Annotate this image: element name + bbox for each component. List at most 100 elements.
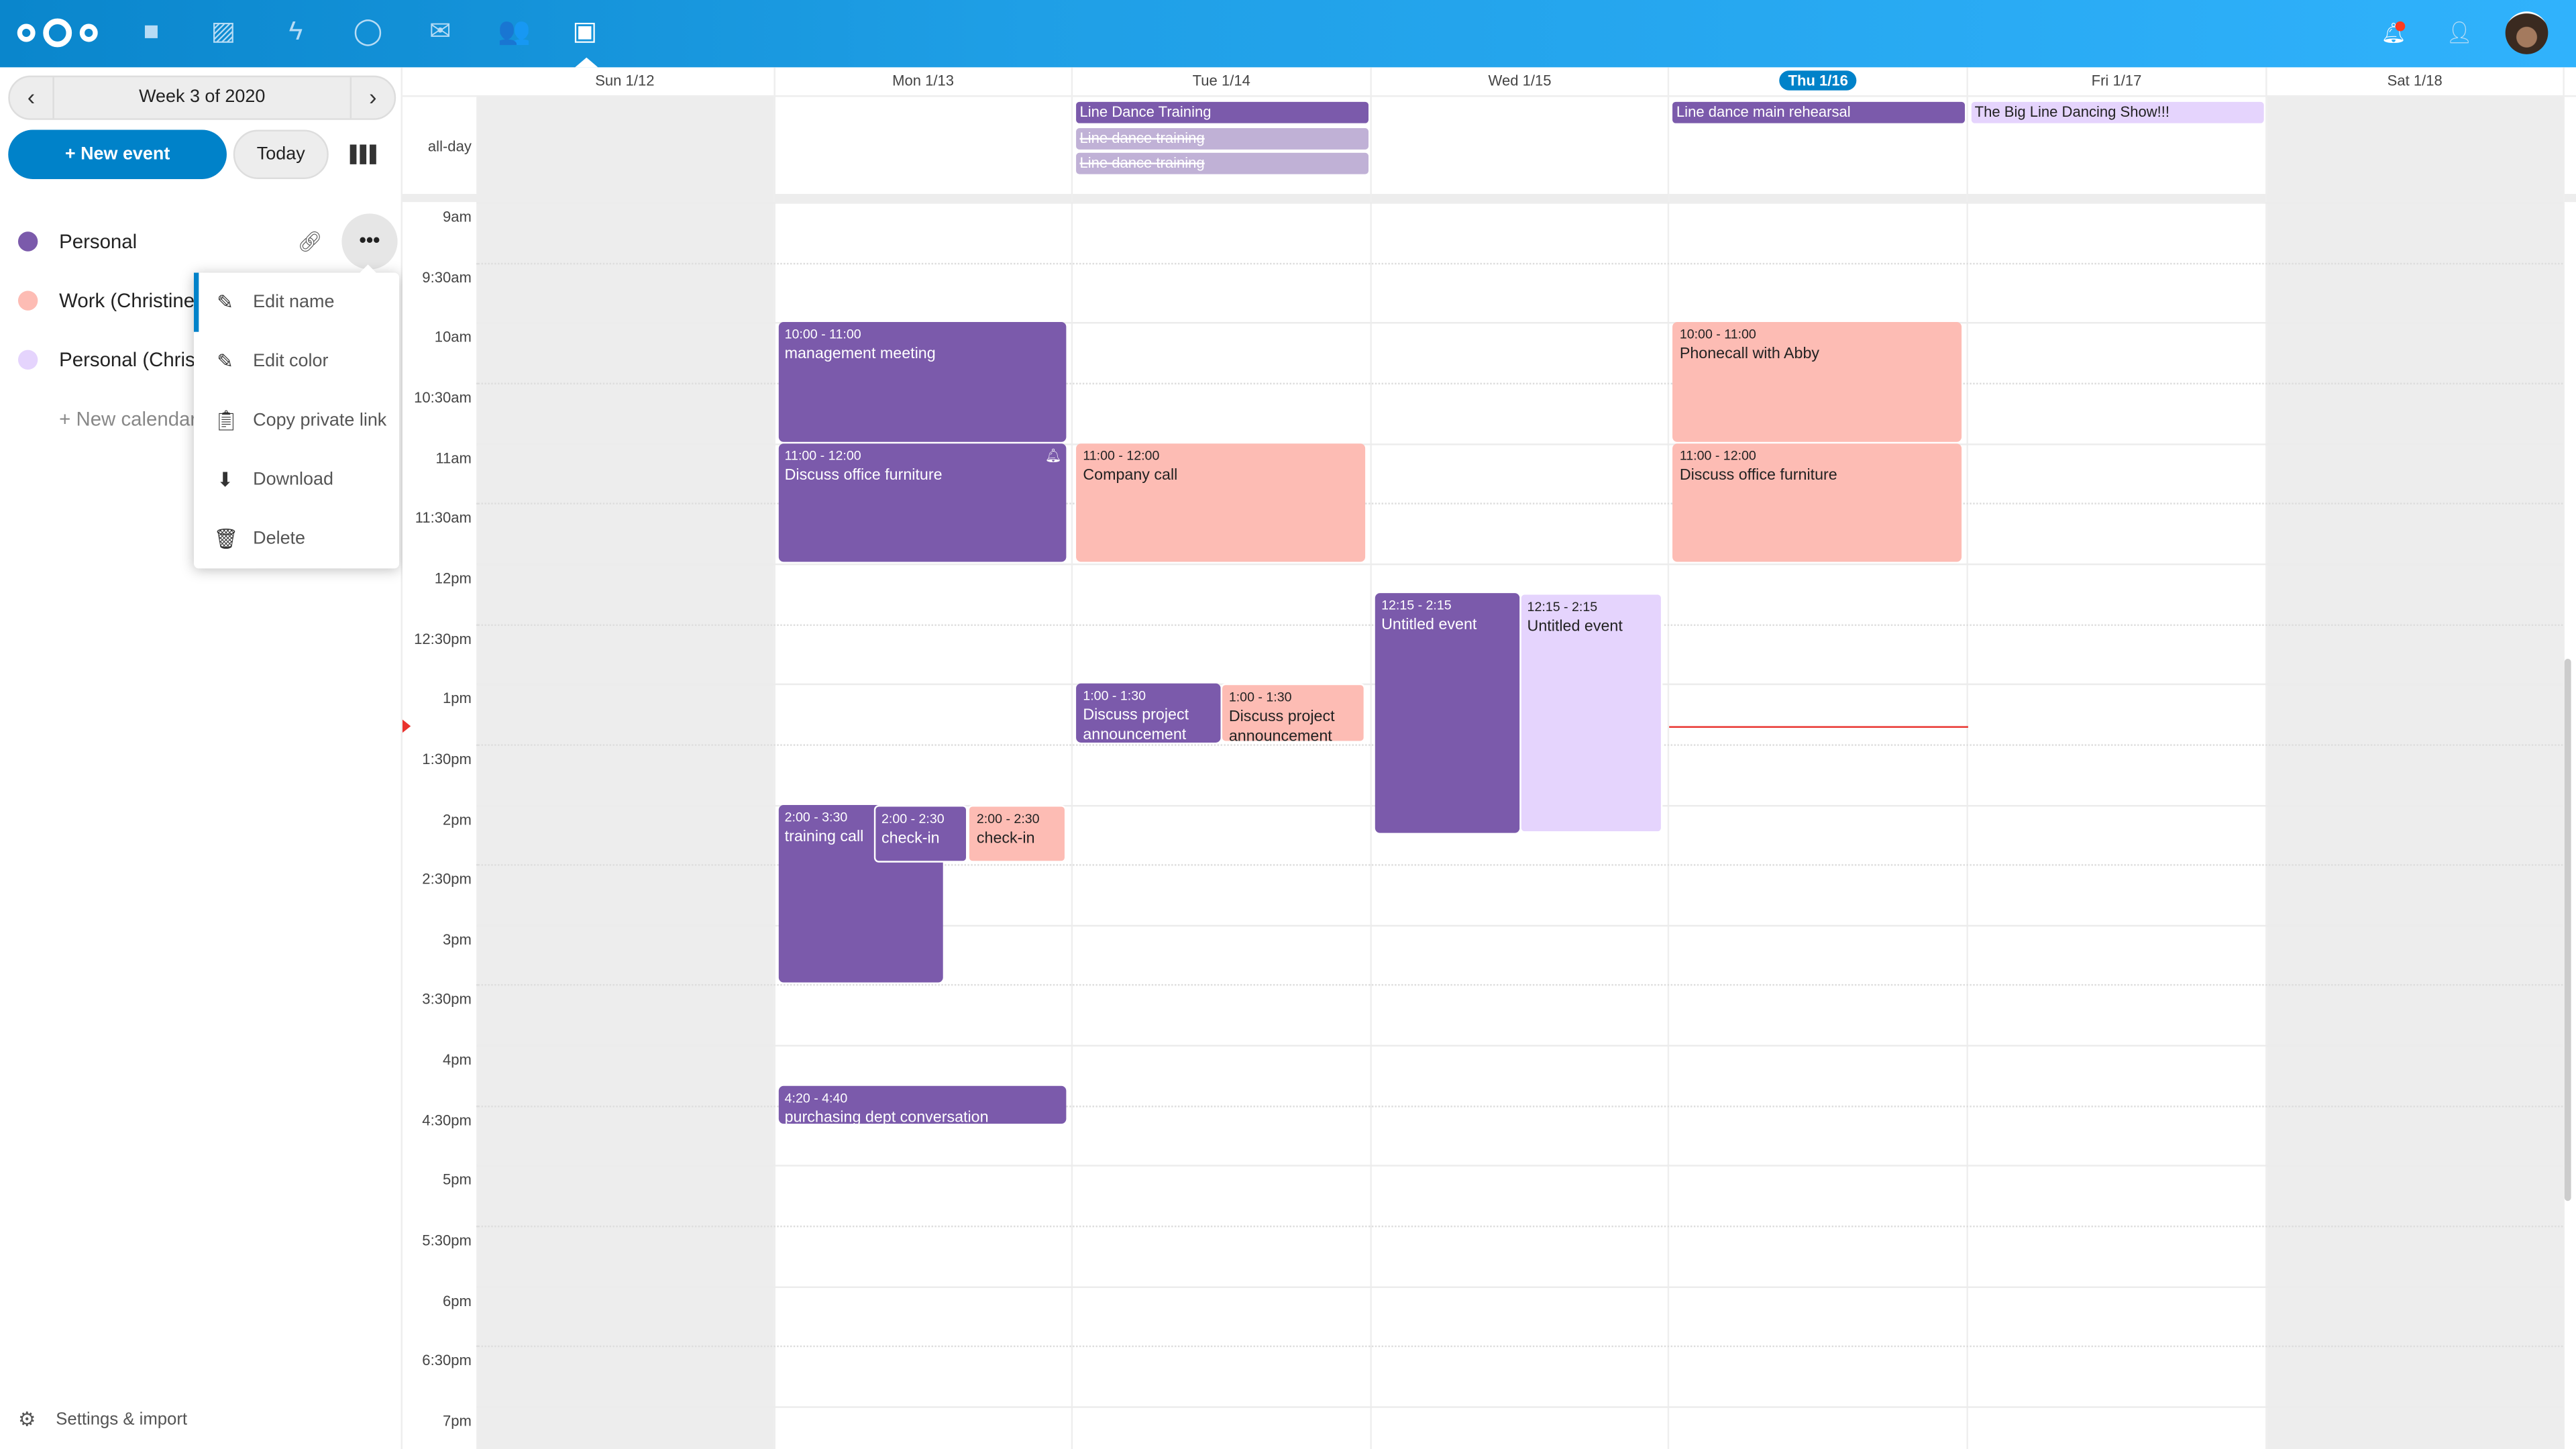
menu-label: Download bbox=[253, 470, 333, 490]
calendar-event[interactable]: 11:00 - 12:00 Company call bbox=[1076, 443, 1365, 562]
photos-icon[interactable]: ▨ bbox=[211, 17, 236, 46]
event-title: management meeting bbox=[784, 345, 936, 364]
event-title: Phonecall with Abby bbox=[1679, 345, 1820, 364]
event-time: 12:15 - 2:15 bbox=[1381, 598, 1452, 614]
scrollbar[interactable] bbox=[2564, 659, 2571, 1201]
day-column[interactable] bbox=[1670, 97, 1968, 1449]
mail-icon[interactable]: ✉ bbox=[429, 17, 451, 46]
day-column[interactable] bbox=[2266, 97, 2565, 1449]
grid-line bbox=[476, 443, 2563, 445]
allday-event[interactable]: Line dance training bbox=[1076, 127, 1368, 149]
activity-icon[interactable]: ϟ bbox=[288, 17, 303, 46]
calendar-event[interactable]: 10:00 - 11:00 Phonecall with Abby bbox=[1673, 322, 1962, 441]
day-column[interactable] bbox=[476, 97, 775, 1449]
day-column[interactable] bbox=[1968, 97, 2267, 1449]
calendar-item-work[interactable]: Work (Christine S bbox=[0, 271, 402, 330]
menu-focus-bar bbox=[193, 272, 199, 332]
new-calendar-button[interactable]: + New calendar bbox=[0, 389, 402, 448]
menu-label: Edit name bbox=[253, 292, 335, 313]
calendar-color-dot bbox=[17, 350, 38, 370]
grid-line bbox=[476, 1226, 2563, 1228]
clipboard-icon: 📋︎ bbox=[213, 409, 239, 433]
time-label: 11am bbox=[435, 449, 472, 466]
pencil-icon: ✎ bbox=[217, 350, 233, 373]
menu-item-edit-name[interactable]: ✎ Edit name bbox=[194, 273, 399, 332]
calendar-event[interactable]: 2:00 - 2:30 check-in bbox=[968, 804, 1067, 863]
today-button[interactable]: Today bbox=[233, 129, 329, 179]
event-time: 10:00 - 11:00 bbox=[784, 327, 861, 343]
current-time-marker bbox=[402, 719, 411, 733]
calendar-item-personal-shared[interactable]: Personal (Christi bbox=[0, 330, 402, 389]
grid-line bbox=[476, 1346, 2563, 1348]
week-label[interactable]: Week 3 of 2020 bbox=[139, 87, 266, 107]
time-label: 2pm bbox=[442, 810, 472, 828]
view-switcher-icon[interactable] bbox=[350, 144, 376, 164]
time-label: 3:30pm bbox=[422, 991, 472, 1008]
nextcloud-logo-icon[interactable] bbox=[16, 16, 98, 49]
menu-label: Copy private link bbox=[253, 411, 387, 431]
allday-divider bbox=[402, 193, 2576, 203]
calendar-event[interactable]: 10:00 - 11:00 management meeting bbox=[777, 322, 1067, 441]
grid-line bbox=[476, 864, 2563, 866]
current-time-line bbox=[1670, 726, 1968, 728]
day-header[interactable]: Mon 1/13 bbox=[775, 67, 1073, 96]
menu-label: Edit color bbox=[253, 352, 329, 372]
share-link-icon[interactable]: 🔗︎ bbox=[297, 229, 323, 254]
day-header[interactable]: Fri 1/17 bbox=[1968, 67, 2267, 96]
event-time: 2:00 - 2:30 bbox=[976, 810, 1040, 826]
contacts-menu-icon[interactable]: 👤︎ bbox=[2445, 19, 2473, 45]
event-time: 1:00 - 1:30 bbox=[1083, 688, 1146, 704]
new-event-button[interactable]: + New event bbox=[8, 129, 227, 179]
time-label: 10:30am bbox=[414, 389, 472, 406]
grid-line bbox=[476, 924, 2563, 926]
bell-icon: 🔔︎ bbox=[1044, 447, 1062, 463]
allday-event[interactable]: Line dance training bbox=[1076, 152, 1368, 174]
calendar-event[interactable]: 12:15 - 2:15 Untitled event bbox=[1519, 593, 1664, 833]
contacts-icon[interactable]: 👥 bbox=[498, 17, 531, 46]
calendar-event[interactable]: 11:00 - 12:00 Discuss office furniture 🔔︎ bbox=[777, 443, 1067, 562]
day-header[interactable]: Tue 1/14 bbox=[1073, 67, 1372, 96]
calendar-color-dot bbox=[17, 290, 38, 311]
more-actions-button[interactable]: ••• bbox=[341, 213, 398, 270]
day-column[interactable] bbox=[1073, 97, 1372, 1449]
time-label: 4:30pm bbox=[422, 1112, 472, 1128]
menu-item-delete[interactable]: 🗑︎ Delete bbox=[194, 509, 399, 568]
talk-icon[interactable]: ◯ bbox=[353, 17, 383, 46]
day-header[interactable]: Wed 1/15 bbox=[1371, 67, 1670, 96]
time-label: 4pm bbox=[442, 1051, 472, 1069]
day-header[interactable]: Sat 1/18 bbox=[2267, 67, 2565, 96]
calendar-item-personal[interactable]: Personal 🔗︎ ••• bbox=[0, 212, 402, 271]
calendar-event[interactable]: 2:00 - 2:30 check-in bbox=[873, 804, 969, 863]
day-column[interactable] bbox=[775, 97, 1073, 1449]
calendar-event[interactable]: 12:15 - 2:15 Untitled event bbox=[1375, 593, 1519, 833]
calendar-event[interactable]: 11:00 - 12:00 Discuss office furniture bbox=[1673, 443, 1962, 562]
files-icon[interactable]: ■ bbox=[143, 17, 160, 46]
day-column[interactable] bbox=[1371, 97, 1670, 1449]
allday-label: all-day bbox=[427, 138, 472, 155]
allday-event[interactable]: The Big Line Dancing Show!!! bbox=[1971, 101, 2263, 123]
day-header[interactable]: Thu 1/16 bbox=[1670, 67, 1968, 96]
event-title: Discuss office furniture bbox=[784, 466, 943, 484]
gear-icon[interactable]: ⚙ bbox=[17, 1407, 36, 1432]
settings-import-button[interactable]: Settings & import bbox=[56, 1409, 188, 1430]
event-time: 11:00 - 12:00 bbox=[1083, 447, 1160, 463]
calendar-icon[interactable]: ▣ bbox=[572, 17, 598, 46]
menu-item-download[interactable]: ⬇ Download bbox=[194, 450, 399, 509]
calendar-event[interactable]: 4:20 - 4:40 purchasing dept conversation bbox=[777, 1085, 1067, 1124]
time-label: 7pm bbox=[442, 1413, 472, 1430]
grid-line bbox=[476, 202, 2563, 204]
allday-event[interactable]: Line Dance Training bbox=[1076, 101, 1368, 123]
calendar-event[interactable]: 1:00 - 1:30 Discuss project announcement bbox=[1076, 684, 1221, 743]
calendar-event[interactable]: 1:00 - 1:30 Discuss project announcement bbox=[1220, 684, 1365, 743]
next-week-button[interactable]: › bbox=[350, 77, 394, 119]
grid-line bbox=[476, 262, 2563, 264]
allday-event[interactable]: Line dance main rehearsal bbox=[1673, 101, 1965, 123]
menu-item-copy-private-link[interactable]: 📋︎ Copy private link bbox=[194, 391, 399, 450]
grid-line bbox=[476, 1285, 2563, 1288]
previous-week-button[interactable]: ‹ bbox=[10, 77, 54, 119]
avatar[interactable] bbox=[2505, 11, 2548, 54]
calendar-actions-menu: ✎ Edit name ✎ Edit color 📋︎ Copy private li… bbox=[193, 264, 400, 569]
menu-item-edit-color[interactable]: ✎ Edit color bbox=[194, 332, 399, 391]
trash-icon: 🗑︎ bbox=[213, 527, 239, 551]
day-header[interactable]: Sun 1/12 bbox=[476, 67, 775, 96]
